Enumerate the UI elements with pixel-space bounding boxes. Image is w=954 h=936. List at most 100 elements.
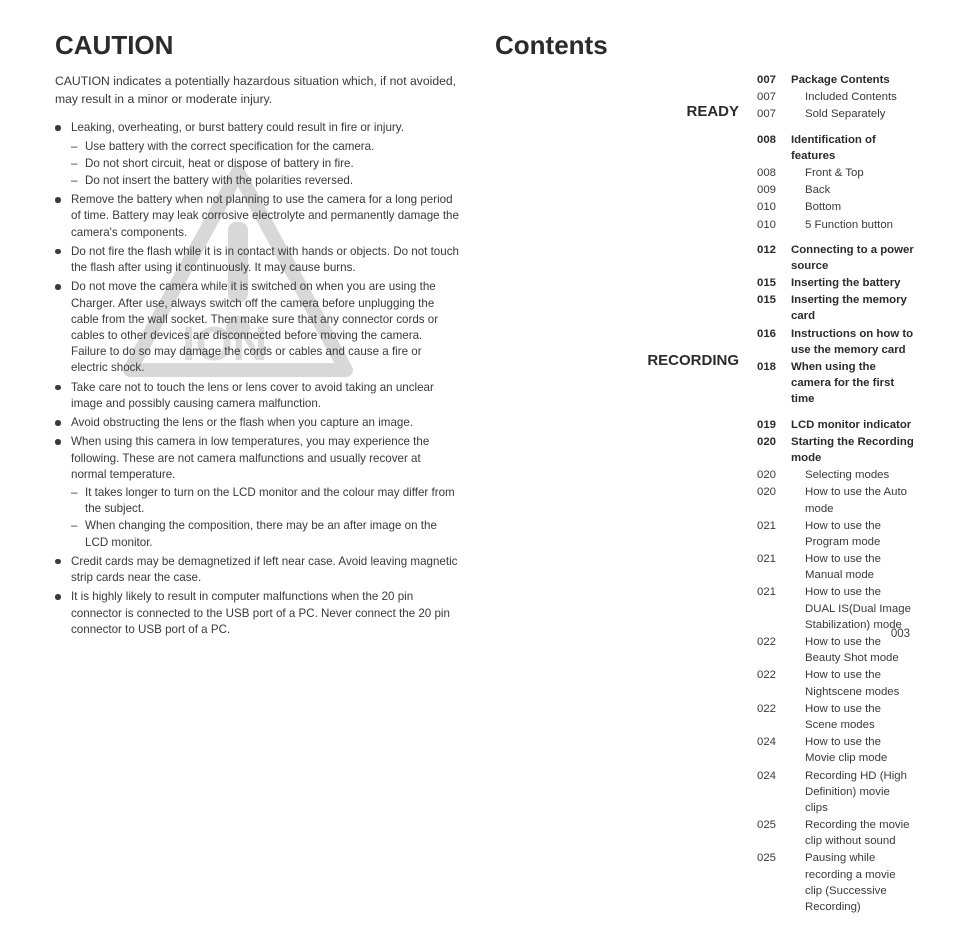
caution-bullet: Avoid obstructing the lens or the flash … xyxy=(55,415,459,431)
toc-row: 020How to use the Auto mode xyxy=(757,484,914,516)
toc-title: How to use the Nightscene modes xyxy=(791,667,914,699)
toc-row: 020Selecting modes xyxy=(757,467,914,483)
section-label-recording: RECORDING xyxy=(495,352,745,369)
toc-page-num: 007 xyxy=(757,72,791,88)
caution-bullet: Remove the battery when not planning to … xyxy=(55,192,459,241)
toc-row: 020Starting the Recording mode xyxy=(757,434,914,466)
toc-gap xyxy=(757,124,914,132)
caution-bullet-text: It is highly likely to result in compute… xyxy=(71,590,450,635)
toc-title: Included Contents xyxy=(791,89,914,105)
toc-page-num: 008 xyxy=(757,165,791,181)
toc-title: Inserting the battery xyxy=(791,275,914,291)
toc-title: How to use the DUAL IS(Dual Image Stabil… xyxy=(791,584,914,633)
toc-title: How to use the Movie clip mode xyxy=(791,734,914,766)
toc-page-num: 020 xyxy=(757,467,791,483)
toc-title: When using the camera for the first time xyxy=(791,359,914,408)
caution-bullet-text: Credit cards may be demagnetized if left… xyxy=(71,555,457,584)
caution-bullet-text: When using this camera in low temperatur… xyxy=(71,435,429,480)
toc-row: 015Inserting the memory card xyxy=(757,292,914,324)
toc-row: 016Instructions on how to use the memory… xyxy=(757,326,914,358)
toc-page-num: 025 xyxy=(757,850,791,915)
toc-page-num: 008 xyxy=(757,132,791,164)
caution-bullet: Do not fire the flash while it is in con… xyxy=(55,244,459,276)
toc-row: 010Bottom xyxy=(757,199,914,215)
toc-page-num: 015 xyxy=(757,292,791,324)
caution-sub-item: Do not short circuit, heat or dispose of… xyxy=(71,156,459,172)
caution-sub-item: It takes longer to turn on the LCD monit… xyxy=(71,485,459,517)
toc-row: 021How to use the DUAL IS(Dual Image Sta… xyxy=(757,584,914,633)
caution-bullet: Credit cards may be demagnetized if left… xyxy=(55,554,459,586)
toc-title: Bottom xyxy=(791,199,914,215)
toc-page-num: 025 xyxy=(757,817,791,849)
toc-row: 024How to use the Movie clip mode xyxy=(757,734,914,766)
toc-page-num: 009 xyxy=(757,182,791,198)
caution-bullet-text: Remove the battery when not planning to … xyxy=(71,193,459,238)
toc-page-num: 018 xyxy=(757,359,791,408)
caution-sub-item: Do not insert the battery with the polar… xyxy=(71,173,459,189)
toc-title: Identification of features xyxy=(791,132,914,164)
toc-row: 025Recording the movie clip without soun… xyxy=(757,817,914,849)
caution-sub-list: Use battery with the correct specificati… xyxy=(71,139,459,190)
page-number: 003 xyxy=(891,628,910,640)
toc-page-num: 021 xyxy=(757,584,791,633)
toc-title: Sold Separately xyxy=(791,106,914,122)
toc-row: 0105 Function button xyxy=(757,217,914,233)
toc-title: Recording HD (High Definition) movie cli… xyxy=(791,768,914,817)
caution-column: CAUTION CAUTION indicates a potentially … xyxy=(55,30,459,916)
caution-heading: CAUTION xyxy=(55,30,459,61)
caution-bullet-text: Take care not to touch the lens or lens … xyxy=(71,381,434,410)
toc-page-num: 010 xyxy=(757,199,791,215)
toc-title: How to use the Scene modes xyxy=(791,701,914,733)
toc-title: Pausing while recording a movie clip (Su… xyxy=(791,850,914,915)
toc-title: Front & Top xyxy=(791,165,914,181)
toc-title: Connecting to a power source xyxy=(791,242,914,274)
toc-title: LCD monitor indicator xyxy=(791,417,914,433)
caution-bullet: Leaking, overheating, or burst battery c… xyxy=(55,120,459,189)
toc-page-num: 020 xyxy=(757,434,791,466)
toc-row: 007Sold Separately xyxy=(757,106,914,122)
toc-title: How to use the Manual mode xyxy=(791,551,914,583)
toc-page-num: 010 xyxy=(757,217,791,233)
caution-bullet: Do not move the camera while it is switc… xyxy=(55,279,459,376)
toc-gap xyxy=(757,409,914,417)
caution-bullet: Take care not to touch the lens or lens … xyxy=(55,380,459,412)
toc-row: 018When using the camera for the first t… xyxy=(757,359,914,408)
table-of-contents: 007Package Contents007Included Contents0… xyxy=(757,72,914,915)
toc-page-num: 021 xyxy=(757,551,791,583)
toc-title: How to use the Program mode xyxy=(791,518,914,550)
toc-row: 025Pausing while recording a movie clip … xyxy=(757,850,914,915)
toc-row: 012Connecting to a power source xyxy=(757,242,914,274)
toc-row: 007Included Contents xyxy=(757,89,914,105)
toc-page-num: 007 xyxy=(757,106,791,122)
toc-title: 5 Function button xyxy=(791,217,914,233)
toc-row: 008Identification of features xyxy=(757,132,914,164)
toc-title: Recording the movie clip without sound xyxy=(791,817,914,849)
toc-page-num: 012 xyxy=(757,242,791,274)
caution-bullet-list: Leaking, overheating, or burst battery c… xyxy=(55,120,459,638)
toc-title: Back xyxy=(791,182,914,198)
toc-row: 008Front & Top xyxy=(757,165,914,181)
toc-page-num: 022 xyxy=(757,634,791,666)
section-label-ready: READY xyxy=(495,103,745,120)
caution-bullet: It is highly likely to result in compute… xyxy=(55,589,459,638)
toc-row: 019LCD monitor indicator xyxy=(757,417,914,433)
toc-page-num: 007 xyxy=(757,89,791,105)
caution-sub-item: Use battery with the correct specificati… xyxy=(71,139,459,155)
caution-bullet: When using this camera in low temperatur… xyxy=(55,434,459,551)
caution-sub-list: It takes longer to turn on the LCD monit… xyxy=(71,485,459,551)
caution-bullet-text: Avoid obstructing the lens or the flash … xyxy=(71,416,413,429)
toc-page-num: 024 xyxy=(757,734,791,766)
toc-page-num: 022 xyxy=(757,667,791,699)
toc-page-num: 016 xyxy=(757,326,791,358)
toc-title: Package Contents xyxy=(791,72,914,88)
caution-sub-item: When changing the composition, there may… xyxy=(71,518,459,550)
toc-row: 021How to use the Program mode xyxy=(757,518,914,550)
caution-intro: CAUTION indicates a potentially hazardou… xyxy=(55,73,459,108)
caution-bullet-text: Do not fire the flash while it is in con… xyxy=(71,245,459,274)
caution-bullet-text: Leaking, overheating, or burst battery c… xyxy=(71,121,404,134)
toc-page-num: 020 xyxy=(757,484,791,516)
contents-heading: Contents xyxy=(495,30,745,61)
toc-row: 015Inserting the battery xyxy=(757,275,914,291)
toc-title: Starting the Recording mode xyxy=(791,434,914,466)
toc-page-num: 024 xyxy=(757,768,791,817)
